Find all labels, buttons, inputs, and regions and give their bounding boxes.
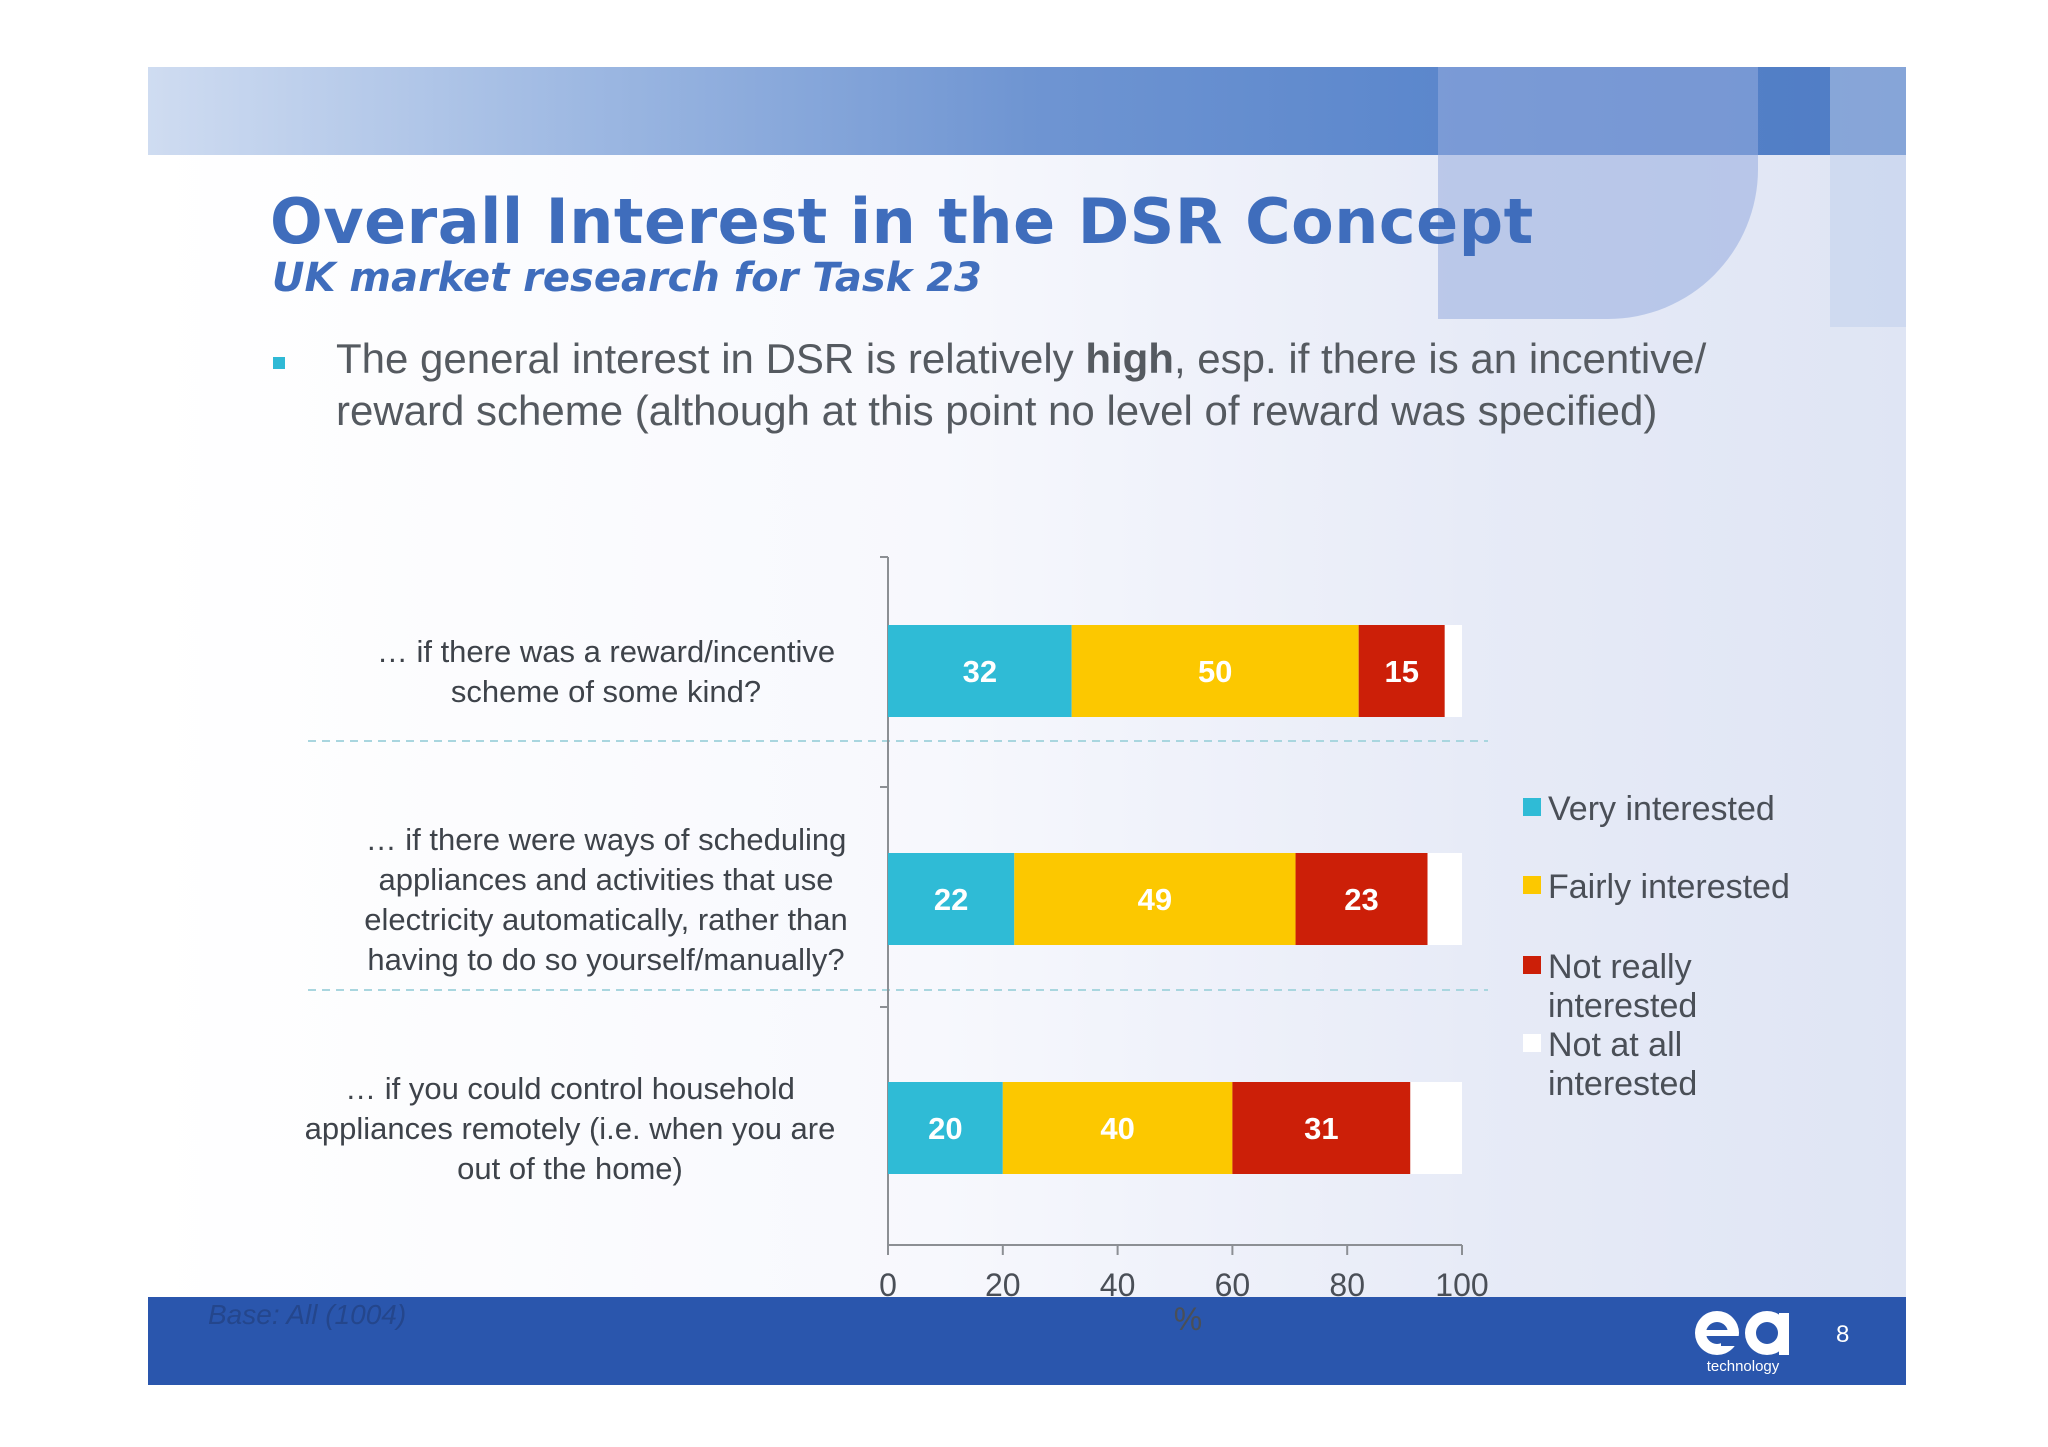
bar-value-label-1-2: 50 xyxy=(1198,654,1232,689)
legend-swatch-4 xyxy=(1523,1034,1541,1052)
legend-label-4-line-1: Not at all xyxy=(1548,1026,1682,1064)
bar-segment-2-1 xyxy=(888,853,1015,945)
ea-technology-logo: technology xyxy=(1695,1311,1789,1375)
x-tick-label-20: 20 xyxy=(985,1267,1021,1303)
bar-value-label-1-3: 15 xyxy=(1384,654,1418,689)
bar-value-label-3-2: 40 xyxy=(1100,1111,1134,1146)
category-label-3-line-3: out of the home) xyxy=(457,1151,683,1186)
bar-segment-3-3 xyxy=(1232,1082,1411,1174)
stacked-bar-chart: 0 20 40 60 80 100% 32 50 15 … if there was a rewa… xyxy=(305,556,1790,1337)
bar-value-label-1-1: 32 xyxy=(963,654,997,689)
decorative-swoosh-right xyxy=(1830,67,1906,327)
bar-segment-1-3 xyxy=(1358,625,1445,717)
bar-segment-1-2 xyxy=(1071,625,1359,717)
legend-swatch-3 xyxy=(1523,956,1541,974)
slide-subtitle: UK market research for Task 23 xyxy=(272,255,982,301)
slide-title: Overall Interest in the DSR Concept xyxy=(270,185,1534,258)
category-label-2-line-2: appliances and activities that use xyxy=(379,862,834,897)
x-tick-label-60: 60 xyxy=(1215,1267,1251,1303)
decorative-swoosh xyxy=(1438,67,1758,319)
legend-label-3-line-2: interested xyxy=(1548,987,1697,1025)
category-label-1-line-1: … if there was a reward/incentive xyxy=(377,634,835,669)
bar-value-label-2-2: 49 xyxy=(1138,882,1172,917)
bar-value-label-3-3: 31 xyxy=(1304,1111,1338,1146)
slide: Overall Interest in the DSR Concept UK m… xyxy=(148,67,1906,1385)
bullet-text-end: , esp. if there is an incentive/ reward … xyxy=(336,335,1707,434)
bar-value-label-3-1: 20 xyxy=(928,1111,962,1146)
category-label-3-line-1: … if you could control household xyxy=(345,1071,795,1106)
legend-swatch-2 xyxy=(1523,876,1541,894)
base-note: Base: All (1004) xyxy=(208,1299,407,1330)
bar-segment-1-4 xyxy=(1444,625,1462,717)
category-label-1-line-2: scheme of some kind? xyxy=(451,674,761,709)
x-tick-label-0: 0 xyxy=(879,1267,897,1303)
bar-segment-3-4 xyxy=(1410,1082,1462,1174)
x-tick-label-80: 80 xyxy=(1329,1267,1365,1303)
category-label-2-line-1: … if there were ways of scheduling xyxy=(366,822,847,857)
x-axis-label: % xyxy=(1174,1301,1202,1337)
bullet-square-icon xyxy=(273,357,285,369)
legend-label-4-line-2: interested xyxy=(1548,1065,1697,1103)
x-tick-label-100: 100 xyxy=(1435,1267,1488,1303)
bar-segment-1-1 xyxy=(888,625,1072,717)
category-label-2-line-4: having to do so yourself/manually? xyxy=(367,942,844,977)
logo-wordmark: technology xyxy=(1707,1358,1780,1375)
bar-segment-2-3 xyxy=(1295,853,1428,945)
bar-value-label-2-1: 22 xyxy=(934,882,968,917)
bullet-text-emphasis: high xyxy=(1085,335,1174,382)
legend-label-3-line-1: Not really xyxy=(1548,948,1692,986)
category-label-3-line-2: appliances remotely (i.e. when you are xyxy=(305,1111,836,1146)
legend-label-2-line-1: Fairly interested xyxy=(1548,868,1790,906)
legend-label-1-line-1: Very interested xyxy=(1548,790,1775,828)
bar-segment-3-2 xyxy=(1002,1082,1233,1174)
bar-value-label-2-3: 23 xyxy=(1344,882,1378,917)
category-label-2-line-3: electricity automatically, rather than xyxy=(364,902,848,937)
x-tick-label-40: 40 xyxy=(1100,1267,1136,1303)
bar-segment-3-1 xyxy=(888,1082,1003,1174)
page-number: 8 xyxy=(1836,1321,1850,1348)
bar-segment-2-4 xyxy=(1427,853,1462,945)
bullet-text-start: The general interest in DSR is relativel… xyxy=(336,335,1086,382)
bar-segment-2-2 xyxy=(1014,853,1296,945)
footer-band xyxy=(148,1297,1906,1385)
bullet-text: The general interest in DSR is relativel… xyxy=(336,333,1836,437)
legend-swatch-1 xyxy=(1523,798,1541,816)
